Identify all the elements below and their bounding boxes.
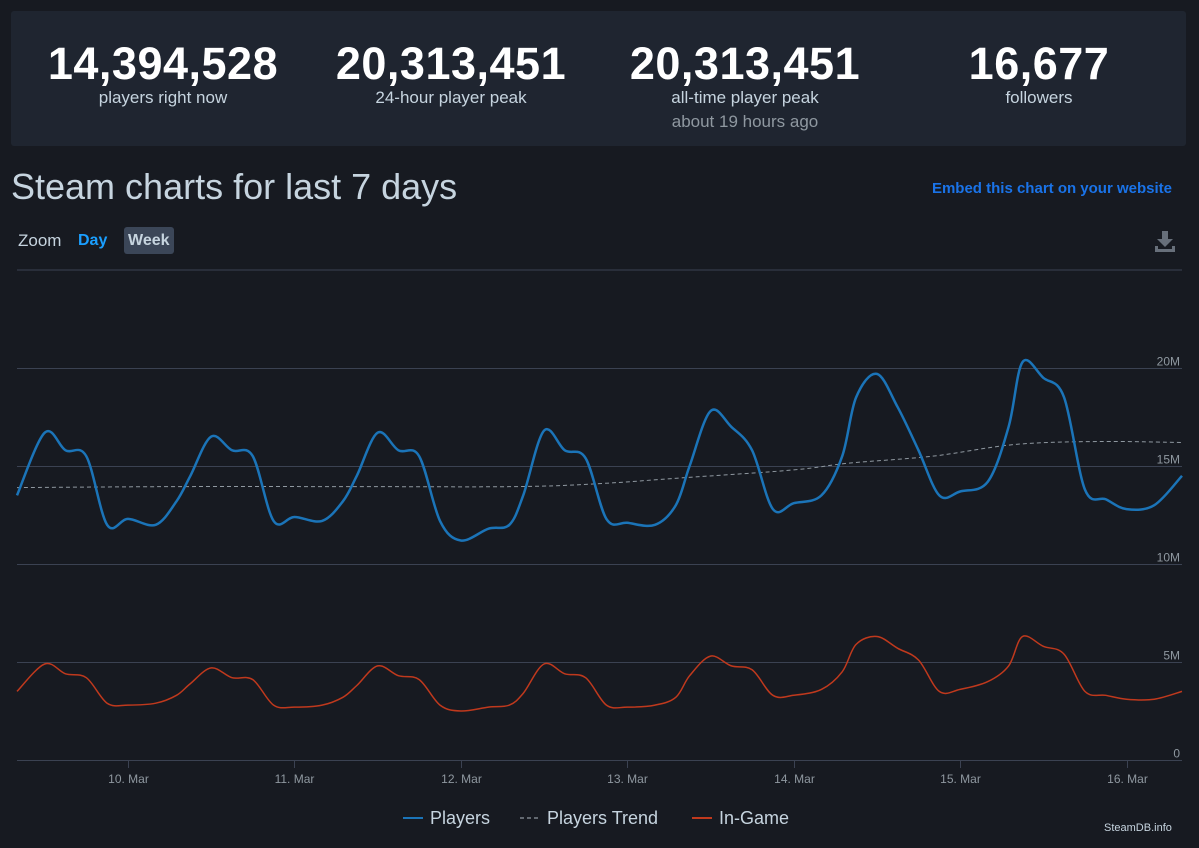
- download-icon[interactable]: [1152, 229, 1178, 255]
- x-tick-label: 15. Mar: [940, 772, 981, 786]
- legend-label: Players Trend: [547, 808, 658, 828]
- stat-value: 16,677: [968, 38, 1110, 89]
- stat-all-time-peak: 20,313,451 all-time player peak about 19…: [595, 11, 895, 135]
- x-tick-label: 13. Mar: [607, 772, 648, 786]
- stat-label: all-time player peak: [671, 88, 819, 107]
- zoom-day-button[interactable]: Day: [78, 232, 108, 249]
- stat-value: 20,313,451: [629, 38, 861, 89]
- x-tick-label: 14. Mar: [774, 772, 815, 786]
- legend-players-trend[interactable]: Players Trend: [520, 808, 658, 828]
- stats-panel: 14,394,528 players right now 20,313,451 …: [11, 11, 1186, 146]
- players-trend-line: [16, 440, 1183, 489]
- x-tick-label: 16. Mar: [1107, 772, 1148, 786]
- players-line: [15, 358, 1183, 542]
- zoom-label: Zoom: [18, 231, 62, 250]
- legend-players[interactable]: Players: [403, 808, 490, 828]
- y-tick-label: 0: [1173, 747, 1180, 761]
- stat-followers: 16,677 followers: [889, 11, 1189, 109]
- x-tick-label: 11. Mar: [275, 772, 315, 786]
- y-tick-label: 10M: [1157, 551, 1180, 565]
- legend-label: In-Game: [719, 808, 789, 828]
- stat-value: 14,394,528: [47, 38, 279, 89]
- steamdb-credit: SteamDB.info: [1104, 822, 1172, 834]
- y-tick-label: 5M: [1163, 649, 1180, 663]
- stat-label: 24-hour player peak: [375, 88, 527, 107]
- stat-24h-peak: 20,313,451 24-hour player peak: [301, 11, 601, 109]
- y-tick-label: 20M: [1157, 355, 1180, 369]
- page-title: Steam charts for last 7 days: [11, 166, 458, 207]
- y-tick-label: 15M: [1157, 453, 1180, 467]
- stat-label: players right now: [98, 88, 228, 107]
- player-chart: 0 5M 10M 15M 20M 10. Mar 11. Mar 12. Mar 13. Ma…: [15, 269, 1183, 828]
- stat-label: followers: [1005, 88, 1073, 107]
- stat-players-now: 14,394,528 players right now: [13, 11, 313, 109]
- legend-label: Players: [430, 808, 490, 828]
- x-tick-label: 10. Mar: [108, 772, 149, 786]
- zoom-week-button[interactable]: Week: [124, 227, 174, 254]
- embed-chart-link[interactable]: Embed this chart on your website: [931, 180, 1172, 197]
- legend-in-game[interactable]: In-Game: [692, 808, 789, 828]
- stat-value: 20,313,451: [335, 38, 567, 89]
- in-game-line: [16, 635, 1183, 712]
- stat-sublabel: about 19 hours ago: [671, 112, 819, 131]
- x-tick-label: 12. Mar: [441, 772, 482, 786]
